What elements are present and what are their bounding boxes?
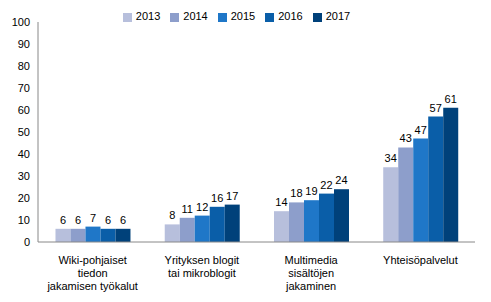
html-text:2015: 2015 [230, 10, 256, 22]
svg-text:19: 19 [305, 185, 317, 197]
svg-text:11: 11 [182, 203, 193, 215]
svg-text:16: 16 [211, 192, 223, 204]
html-text:2016: 2016 [278, 10, 303, 22]
svg-text:24: 24 [335, 174, 347, 186]
svg-text:22: 22 [320, 179, 332, 191]
svg-text:Multimediasisältöjenjakaminen: Multimediasisältöjenjakaminen [285, 254, 339, 292]
svg-text:43: 43 [400, 132, 412, 144]
svg-text:61: 61 [445, 93, 457, 105]
svg-text:40: 40 [18, 148, 30, 160]
svg-text:20: 20 [18, 192, 30, 204]
svg-text:18: 18 [290, 187, 302, 199]
svg-text:0: 0 [24, 236, 30, 248]
svg-text:100: 100 [12, 16, 30, 28]
svg-text:80: 80 [18, 60, 30, 72]
svg-text:50: 50 [18, 126, 30, 138]
svg-text:34: 34 [385, 152, 397, 164]
svg-text:7: 7 [90, 212, 96, 224]
svg-text:17: 17 [226, 190, 238, 202]
svg-text:10: 10 [18, 214, 30, 226]
svg-text:57: 57 [430, 102, 442, 114]
html-text:2013: 2013 [135, 10, 161, 22]
html-text:2017: 2017 [325, 10, 351, 22]
svg-text:Wiki-pohjaisettiedonjakamisen: Wiki-pohjaisettiedonjakamisen työkalut [46, 254, 138, 292]
svg-text:12: 12 [196, 201, 208, 213]
svg-text:6: 6 [75, 214, 81, 226]
svg-text:8: 8 [169, 209, 175, 221]
svg-text:70: 70 [18, 82, 30, 94]
svg-text:47: 47 [415, 124, 427, 136]
html-text:2014: 2014 [183, 10, 208, 22]
svg-text:6: 6 [60, 214, 66, 226]
svg-text:Yrityksen blogittai mikroblogi: Yrityksen blogittai mikroblogit [165, 254, 240, 279]
svg-text:60: 60 [18, 104, 30, 116]
svg-text:30: 30 [18, 170, 30, 182]
svg-text:14: 14 [275, 196, 287, 208]
svg-text:6: 6 [105, 214, 111, 226]
svg-text:90: 90 [18, 38, 30, 50]
svg-text:Yhteisöpalvelut: Yhteisöpalvelut [383, 254, 458, 266]
svg-text:6: 6 [120, 214, 126, 226]
